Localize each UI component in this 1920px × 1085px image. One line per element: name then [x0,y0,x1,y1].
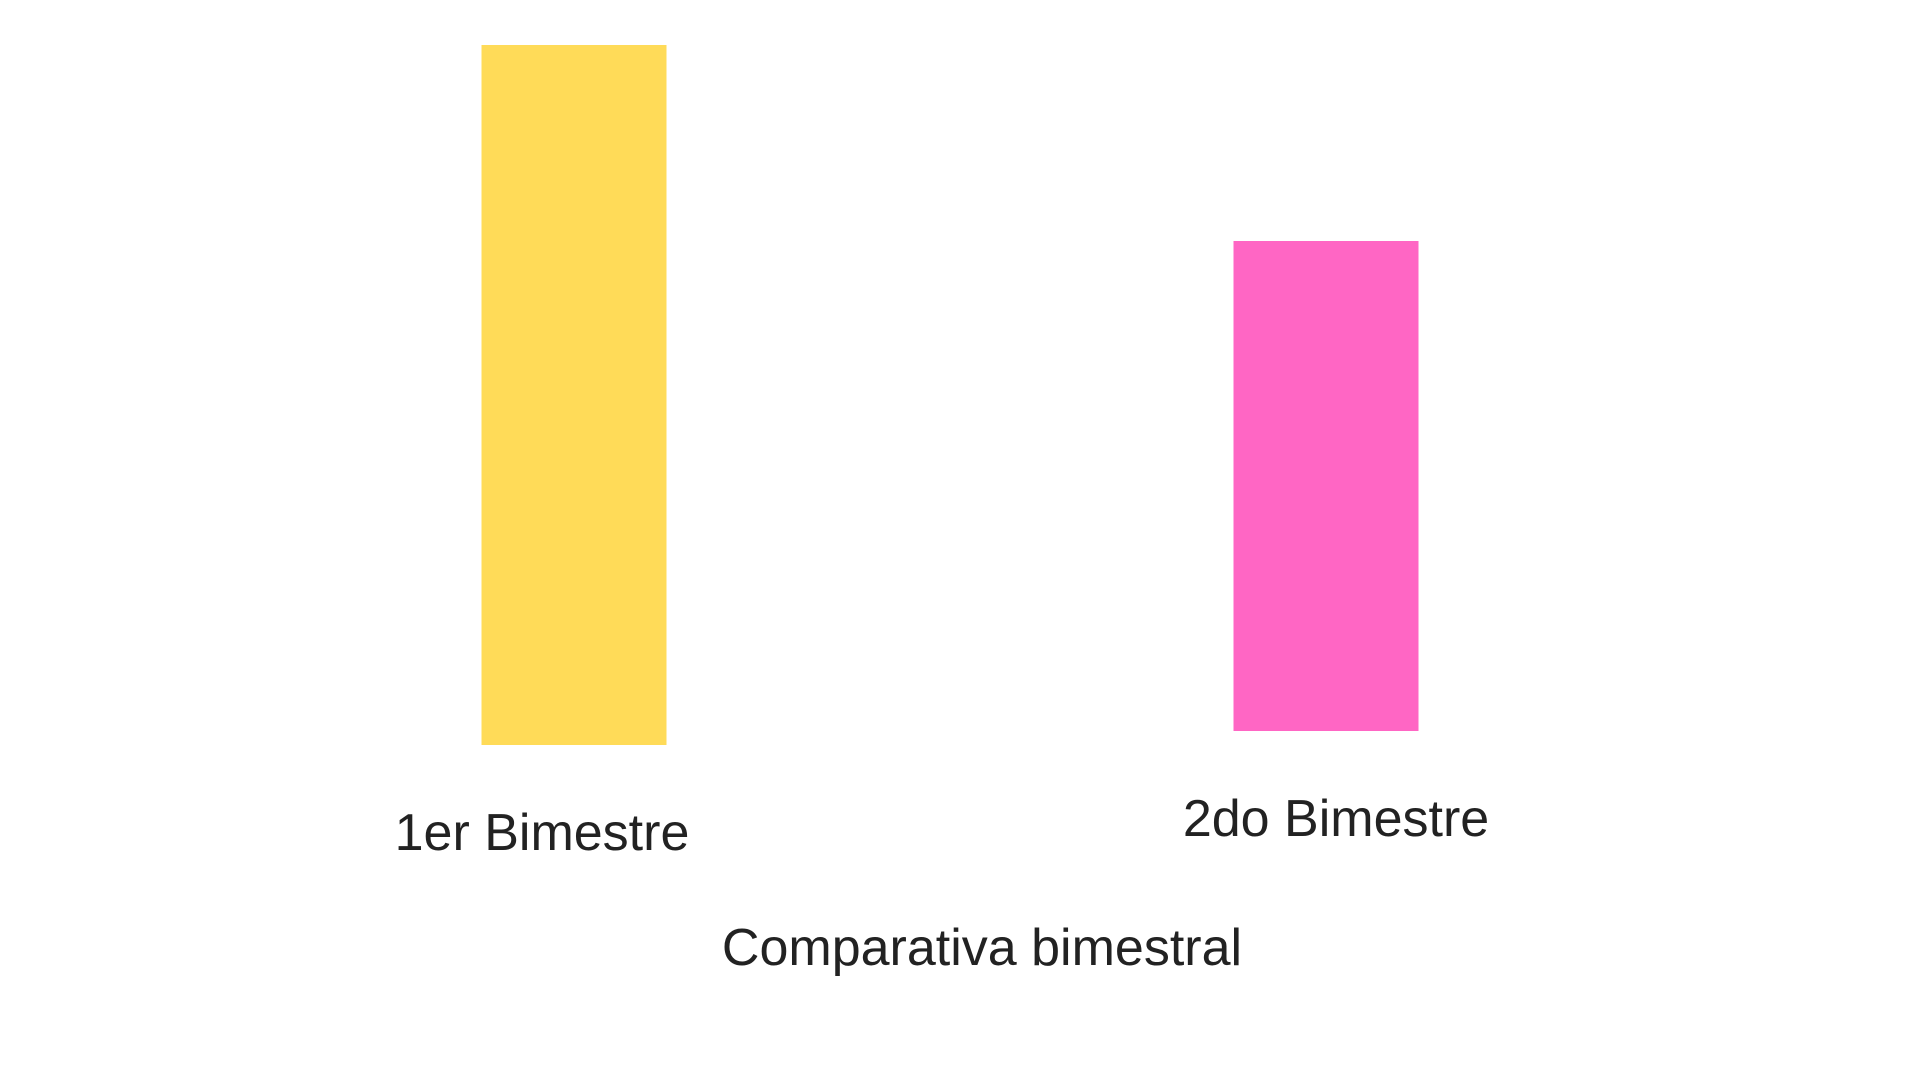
bars-group [481,45,1419,745]
category-label-2: 2do Bimestre [1183,790,1489,848]
bar-1 [481,45,667,745]
category-labels-group: 1er Bimestre 2do Bimestre [395,790,1490,862]
category-label-1: 1er Bimestre [395,804,690,862]
x-axis-title: Comparativa bimestral [722,919,1242,977]
bar-2 [1233,241,1419,731]
